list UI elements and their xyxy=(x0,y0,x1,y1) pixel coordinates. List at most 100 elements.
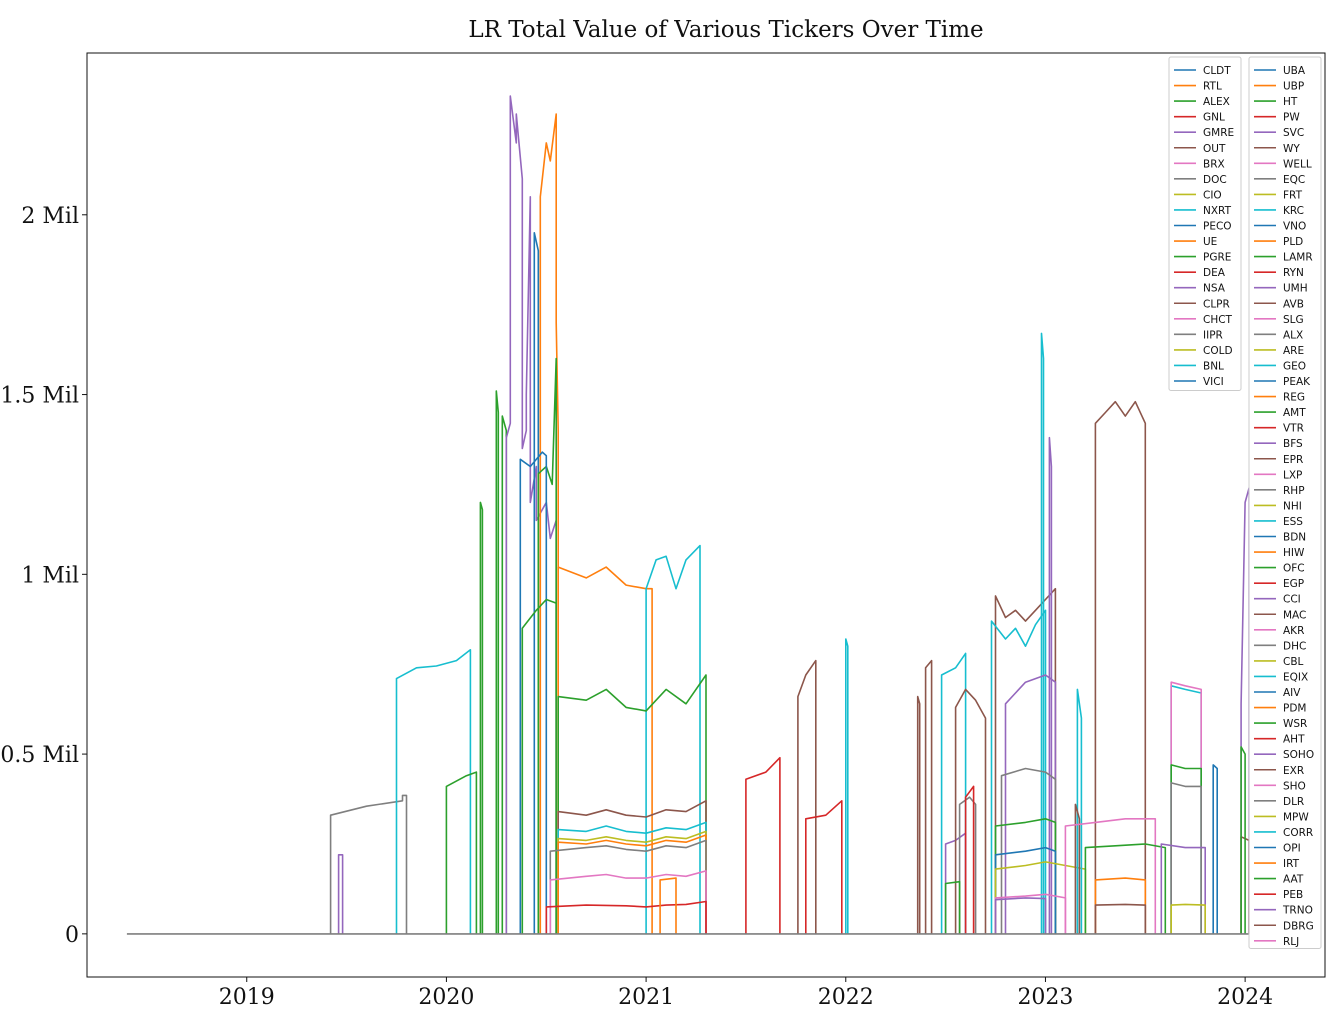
series-line-32-0 xyxy=(954,688,987,934)
legend-label-col2-54: TRNO xyxy=(1282,905,1313,917)
y-tick-label-2: 1 Mil xyxy=(21,563,79,588)
series-line-25-0 xyxy=(797,659,817,934)
legend-label-col2-43: AHT xyxy=(1283,734,1305,746)
y-axis: 0 0.5 Mil 1 Mil 1.5 Mil 2 Mil xyxy=(0,204,87,948)
series-line-35-0 xyxy=(944,880,961,934)
series-line-50-0 xyxy=(1064,818,1157,934)
series-line-56-0 xyxy=(1170,764,1202,934)
legend-label-col2-42: WSR xyxy=(1283,718,1307,730)
series-line-41-0 xyxy=(1000,767,1057,934)
x-tick-label-4: 2023 xyxy=(1017,985,1073,1010)
legend-label-col2-25: EPR xyxy=(1283,454,1303,466)
series-line-59-0 xyxy=(1170,903,1206,934)
legend-label-col2-15: AVB xyxy=(1283,298,1304,310)
legend-label-col2-53: PEB xyxy=(1283,889,1303,901)
legend-label-col1-1: RTL xyxy=(1203,81,1222,93)
legend-label-col2-32: OFC xyxy=(1283,563,1305,575)
legend-label-col1-3: GNL xyxy=(1203,112,1225,124)
series-layer xyxy=(126,95,1250,935)
series-line-3-0 xyxy=(445,771,478,934)
series-line-40-0 xyxy=(1004,674,1057,934)
legend-label-col2-21: REG xyxy=(1283,392,1305,404)
legend-label-col2-38: CBL xyxy=(1283,656,1304,668)
series-line-28-0 xyxy=(916,695,921,934)
series-line-37-0 xyxy=(990,609,1047,934)
x-tick-label-5: 2024 xyxy=(1217,985,1273,1010)
legend-label-col2-2: HT xyxy=(1283,96,1298,108)
legend-label-col1-6: BRX xyxy=(1203,158,1225,170)
x-tick-label-2: 2021 xyxy=(618,985,674,1010)
legend-label-col1-19: BNL xyxy=(1203,360,1224,372)
series-line-48-0 xyxy=(1074,803,1081,934)
y-tick-label-4: 2 Mil xyxy=(21,204,79,229)
series-line-53-0 xyxy=(1094,903,1147,934)
legend-label-col1-20: VICI xyxy=(1203,376,1224,388)
legend-label-col2-56: RLJ xyxy=(1283,936,1299,948)
legend-label-col2-30: BDN xyxy=(1283,532,1306,544)
series-line-12-0 xyxy=(521,598,557,934)
legend-label-col2-34: CCI xyxy=(1283,594,1301,606)
legend-label-col2-1: UBP xyxy=(1283,81,1304,93)
legend-label-col2-28: NHI xyxy=(1283,500,1302,512)
series-line-51-0 xyxy=(1084,843,1167,934)
series-line-5-0 xyxy=(495,390,500,934)
legend-label-col2-12: LAMR xyxy=(1283,252,1313,264)
x-axis: 2019 2020 2021 2022 2023 2024 xyxy=(219,977,1273,1010)
legend-label-col2-50: OPI xyxy=(1283,843,1301,855)
legend-label-col2-3: PW xyxy=(1283,112,1300,124)
legend-label-col2-23: VTR xyxy=(1283,423,1304,435)
series-line-20-0 xyxy=(549,839,707,934)
legend-label-col1-18: COLD xyxy=(1203,345,1233,357)
x-tick-label-1: 2020 xyxy=(418,985,474,1010)
series-line-7-0 xyxy=(505,95,557,934)
series-line-21-0 xyxy=(549,870,707,934)
legend-label-col2-20: PEAK xyxy=(1283,376,1311,388)
legend-label-col2-46: SHO xyxy=(1283,780,1306,792)
series-line-36-0 xyxy=(994,587,1057,934)
legend-label-col2-52: AAT xyxy=(1283,874,1304,886)
series-line-27-0 xyxy=(845,638,849,934)
series-line-8-0 xyxy=(539,113,559,934)
series-line-57-0 xyxy=(1170,782,1202,934)
legend-label-col2-9: KRC xyxy=(1283,205,1304,217)
legend-label-col1-13: DEA xyxy=(1203,267,1226,279)
legend-label-col2-33: EGP xyxy=(1283,578,1304,590)
legend-label-col2-5: WY xyxy=(1283,143,1300,155)
series-line-55-0 xyxy=(1170,681,1202,934)
legend-label-col2-55: DBRG xyxy=(1283,920,1314,932)
legend-label-col2-24: BFS xyxy=(1283,438,1303,450)
series-line-24-0 xyxy=(745,756,781,934)
series-line-49-0 xyxy=(1094,400,1147,934)
legend-label-col1-0: CLDT xyxy=(1203,65,1231,77)
legend-label-col1-9: NXRT xyxy=(1203,205,1232,217)
legend-label-col2-14: UMH xyxy=(1283,283,1308,295)
legend-label-col1-15: CLPR xyxy=(1203,298,1230,310)
series-line-39-0 xyxy=(1048,436,1053,934)
legend-label-col2-31: HIW xyxy=(1283,547,1305,559)
legend-label-col1-5: OUT xyxy=(1203,143,1226,155)
legend-label-col2-47: DLR xyxy=(1283,796,1304,808)
legend: CLDT RTL ALEX GNL GMRE OUT BRX DOC CIO NXRT PECO UE… xyxy=(1168,56,1322,949)
legend-label-col2-4: SVC xyxy=(1283,127,1304,139)
legend-label-col2-6: WELL xyxy=(1283,158,1312,170)
legend-label-col2-22: AMT xyxy=(1283,407,1306,419)
series-line-63-0 xyxy=(1240,746,1246,934)
series-line-11-0 xyxy=(519,451,548,934)
legend-box-col2 xyxy=(1248,56,1322,949)
legend-label-col2-13: RYN xyxy=(1283,267,1304,279)
legend-label-col2-48: MPW xyxy=(1283,811,1309,823)
legend-label-col2-29: ESS xyxy=(1283,516,1303,528)
series-line-58-0 xyxy=(1160,843,1206,934)
series-line-0-0 xyxy=(329,794,408,934)
series-line-17-0 xyxy=(557,821,707,934)
series-line-38-0 xyxy=(1040,332,1045,934)
series-line-10-0 xyxy=(537,357,557,934)
legend-label-col1-4: GMRE xyxy=(1203,127,1234,139)
x-tick-label-0: 2019 xyxy=(219,985,275,1010)
series-line-4-0 xyxy=(479,501,484,934)
legend-label-col2-37: DHC xyxy=(1283,640,1306,652)
series-line-23-0 xyxy=(659,877,677,934)
legend-label-col2-27: RHP xyxy=(1283,485,1305,497)
legend-label-col2-49: CORR xyxy=(1283,827,1313,839)
series-line-46-0 xyxy=(994,897,1047,934)
